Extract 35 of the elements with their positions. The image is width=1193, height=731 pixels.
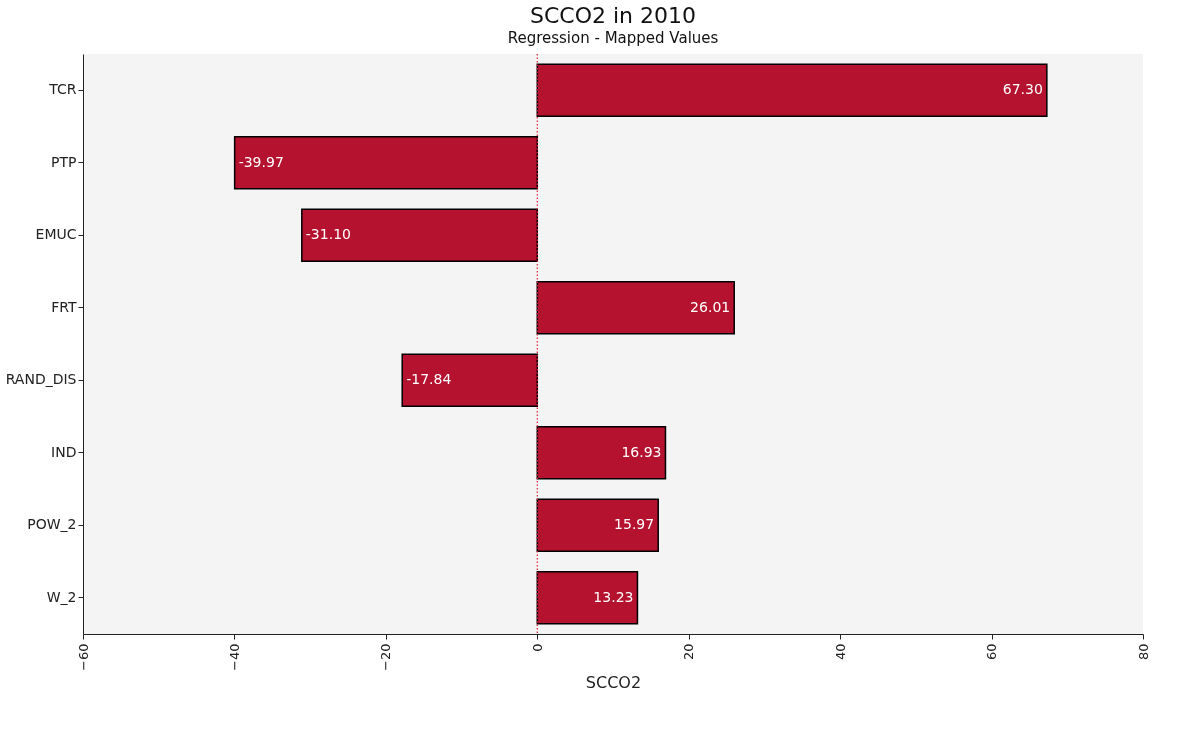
bar: [233, 136, 539, 190]
y-tick-label: IND: [51, 443, 77, 460]
chart-title: SCCO2 in 2010: [529, 3, 697, 29]
data-label: 15.97: [614, 516, 655, 533]
data-label: 16.93: [621, 443, 662, 460]
x-tick-label: 40: [832, 643, 848, 661]
x-tick-label: −60: [75, 643, 91, 671]
y-tick-label: FRT: [51, 298, 77, 315]
data-label: 26.01: [690, 298, 731, 315]
y-tick-label: RAND_DIS: [5, 371, 77, 388]
bar: [536, 498, 659, 552]
x-tick-label: −20: [378, 643, 394, 671]
bar: [536, 571, 639, 625]
chart-subtitle: Regression - Mapped Values: [507, 29, 719, 48]
y-tick-label: EMUC: [35, 226, 77, 243]
bar: [401, 353, 539, 407]
bar: [536, 281, 735, 335]
y-tick-label: PTP: [51, 153, 77, 170]
data-label: 67.30: [1002, 81, 1043, 98]
data-label: 13.23: [593, 588, 634, 605]
x-axis-title: SCCO2: [585, 672, 642, 692]
x-tick-label: 60: [984, 643, 1000, 661]
data-label: -39.97: [238, 153, 284, 170]
y-tick-label: W_2: [46, 588, 77, 605]
x-tick-label: 0: [529, 643, 545, 652]
bar: [301, 208, 539, 262]
x-tick-label: 80: [1135, 643, 1151, 661]
data-label: -31.10: [305, 226, 351, 243]
y-tick-label: POW_2: [27, 516, 77, 533]
data-label: -17.84: [406, 371, 452, 388]
bar: [536, 63, 1048, 117]
y-tick-label: TCR: [48, 81, 77, 98]
x-tick-label: 20: [681, 643, 697, 661]
x-tick-label: −40: [226, 643, 242, 671]
bar: [536, 426, 667, 480]
